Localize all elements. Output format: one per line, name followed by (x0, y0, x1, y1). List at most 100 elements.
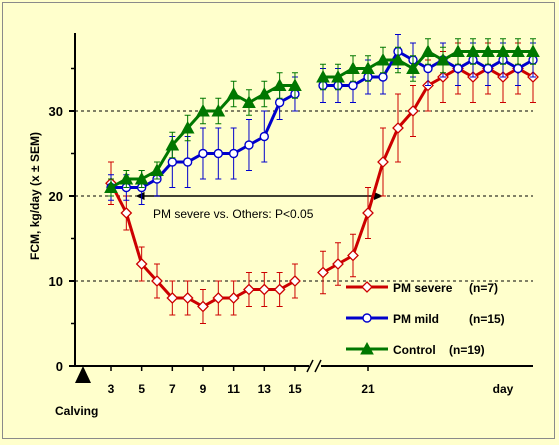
x-tick-label: 7 (169, 382, 176, 396)
data-point (513, 63, 523, 74)
data-point (257, 86, 272, 100)
data-point (120, 207, 133, 219)
legend-item: PM mild (n=15) (346, 312, 505, 326)
legend-marker-icon (362, 313, 372, 323)
data-point (151, 275, 163, 287)
axis-break-mark (306, 359, 314, 373)
data-point (496, 44, 510, 57)
data-point (150, 163, 164, 176)
annotation-arrowhead-left-icon (135, 192, 145, 200)
legend-label: PM severe (393, 281, 453, 295)
data-point (242, 95, 256, 108)
y-tick-label: 30 (49, 104, 63, 119)
annotation: PM severe vs. Others: P<0.05 (135, 192, 383, 221)
data-point (182, 157, 193, 167)
data-point (406, 61, 420, 74)
axis-break-mark (314, 359, 322, 373)
data-point (244, 140, 254, 150)
data-point (165, 137, 180, 151)
data-point (212, 292, 225, 304)
data-point (346, 61, 360, 74)
data-point (483, 63, 493, 74)
data-point (258, 283, 271, 296)
data-point (227, 292, 240, 304)
data-point (289, 275, 301, 287)
data-point (407, 105, 419, 117)
data-point (226, 86, 241, 100)
data-point (273, 283, 286, 296)
data-point (391, 52, 405, 66)
data-point (166, 292, 179, 304)
data-point (134, 171, 149, 185)
data-point (213, 148, 224, 159)
x-tick-label: 13 (258, 382, 272, 396)
data-point (421, 44, 435, 57)
x-tick-label: 9 (200, 382, 207, 396)
legend-n-label: (n=7) (469, 281, 498, 295)
y-tick-label: 10 (49, 274, 63, 289)
y-axis-label: FCM, kg/day (x ± SEM) (28, 132, 42, 260)
legend-n-label: (n=19) (449, 343, 485, 357)
data-point (196, 103, 210, 117)
data-point (180, 120, 195, 134)
data-point (331, 69, 345, 83)
data-point (347, 249, 359, 262)
data-point (361, 61, 375, 74)
data-point (272, 78, 287, 91)
data-point (526, 44, 540, 57)
data-point (453, 63, 463, 74)
data-point (243, 283, 255, 296)
data-point (228, 148, 239, 159)
data-point (259, 131, 269, 142)
data-point (274, 97, 285, 108)
data-point (376, 52, 390, 66)
annotation-arrowhead-right-icon (374, 192, 383, 200)
data-point (288, 78, 302, 91)
data-point (423, 63, 433, 74)
legend-item: Control (n=19) (346, 341, 485, 357)
series-group (104, 34, 540, 324)
data-point (451, 44, 465, 57)
x-end-label: day (493, 382, 514, 396)
legend-n-label: (n=15) (469, 312, 505, 326)
x-tick-label: 3 (108, 382, 115, 396)
legend-label: PM mild (393, 312, 439, 326)
data-point (167, 157, 178, 167)
chart-container: 0 10 20 30 FCM, kg/day (x ± SEM) 3 5 7 9 11 13 15 21… (2, 2, 555, 439)
legend-marker-icon (361, 281, 373, 293)
annotation-text: PM severe vs. Others: P<0.05 (153, 207, 314, 221)
x-tick-label: 11 (227, 382, 240, 396)
legend-marker-icon (360, 341, 374, 355)
data-point (198, 148, 208, 159)
data-point (197, 300, 209, 313)
axes: 0 10 20 30 FCM, kg/day (x ± SEM) 3 5 7 9 11 13 15 21… (28, 33, 533, 418)
data-point (104, 180, 118, 193)
data-point (119, 171, 134, 185)
calving-label: Calving (55, 404, 98, 418)
calving-marker-icon (75, 366, 91, 383)
y-tick-label: 20 (49, 189, 63, 204)
x-tick-label: 21 (361, 382, 375, 396)
data-point (332, 258, 344, 270)
data-point (135, 258, 148, 270)
data-point (392, 122, 404, 134)
data-point (316, 69, 330, 83)
legend: PM severe (n=7) PM mild (n=15) Control (n=19) (346, 281, 505, 357)
data-point (378, 72, 388, 82)
data-point (377, 156, 389, 168)
data-point (211, 103, 226, 117)
series-control (104, 38, 540, 197)
data-point (436, 52, 450, 66)
legend-item: PM severe (n=7) (346, 281, 498, 295)
legend-label: Control (393, 343, 436, 357)
data-point (348, 80, 358, 91)
data-point (466, 44, 480, 57)
data-point (362, 207, 374, 219)
x-tick-label: 5 (138, 382, 145, 396)
data-point (181, 292, 194, 304)
x-tick-label: 15 (288, 382, 302, 396)
fcm-line-chart: 0 10 20 30 FCM, kg/day (x ± SEM) 3 5 7 9 11 13 15 21… (28, 33, 540, 418)
y-tick-label: 0 (56, 359, 63, 374)
data-point (511, 44, 525, 57)
data-point (317, 266, 329, 279)
